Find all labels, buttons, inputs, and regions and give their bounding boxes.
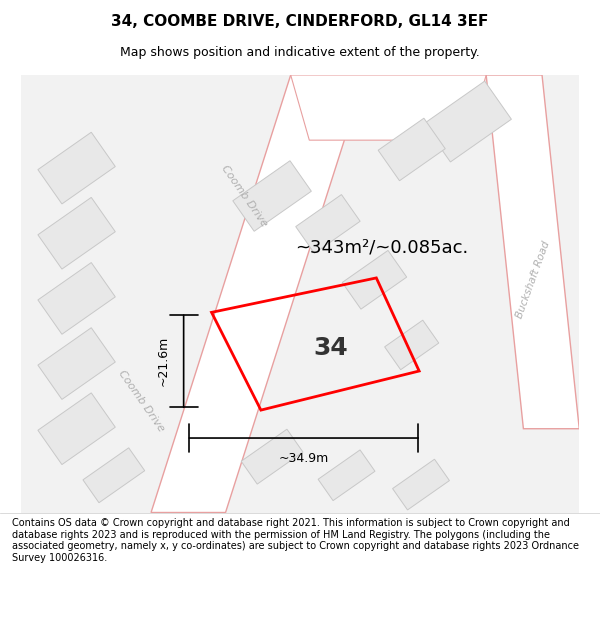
Text: Buckshaft Road: Buckshaft Road	[514, 240, 551, 320]
Polygon shape	[83, 448, 145, 503]
Polygon shape	[165, 75, 356, 512]
Text: 34, COOMBE DRIVE, CINDERFORD, GL14 3EF: 34, COOMBE DRIVE, CINDERFORD, GL14 3EF	[112, 14, 488, 29]
Polygon shape	[38, 132, 115, 204]
Polygon shape	[378, 118, 445, 181]
Polygon shape	[318, 450, 375, 501]
Polygon shape	[38, 393, 115, 464]
Polygon shape	[233, 161, 311, 231]
Polygon shape	[151, 75, 365, 512]
Polygon shape	[424, 81, 511, 162]
Polygon shape	[290, 75, 486, 140]
Text: Map shows position and indicative extent of the property.: Map shows position and indicative extent…	[120, 46, 480, 59]
Text: ~343m²/~0.085ac.: ~343m²/~0.085ac.	[295, 238, 469, 256]
Text: 34: 34	[314, 336, 349, 359]
Polygon shape	[241, 429, 303, 484]
Text: Coomb Drive: Coomb Drive	[117, 368, 167, 433]
Polygon shape	[392, 459, 449, 510]
Polygon shape	[38, 328, 115, 399]
Text: ~21.6m: ~21.6m	[157, 336, 170, 386]
Text: Coomb Drive: Coomb Drive	[219, 163, 269, 229]
Polygon shape	[296, 194, 360, 253]
Text: Contains OS data © Crown copyright and database right 2021. This information is : Contains OS data © Crown copyright and d…	[12, 518, 579, 563]
Polygon shape	[38, 262, 115, 334]
Polygon shape	[385, 320, 439, 370]
Text: ~34.9m: ~34.9m	[278, 452, 329, 465]
Polygon shape	[38, 198, 115, 269]
Polygon shape	[486, 75, 579, 429]
Polygon shape	[342, 251, 407, 309]
